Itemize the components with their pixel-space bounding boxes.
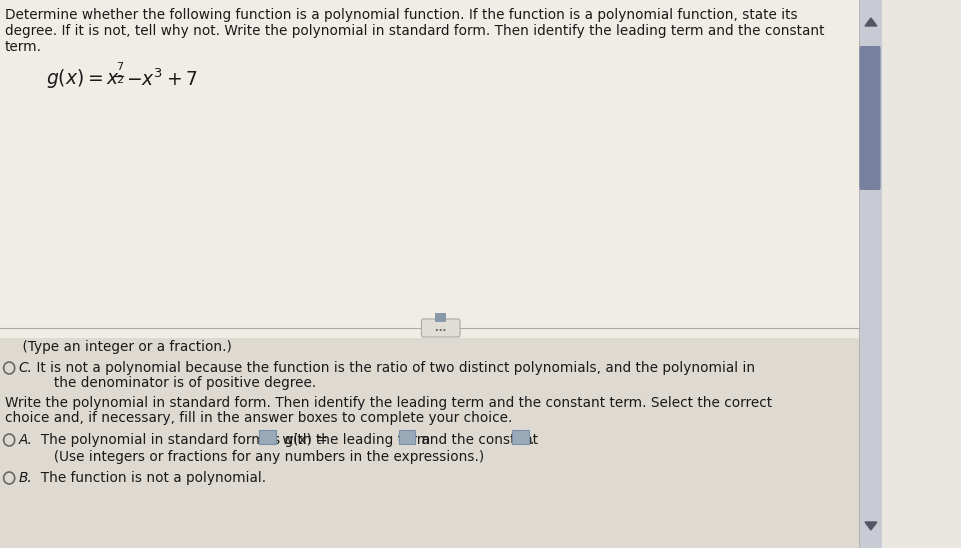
- Polygon shape: [865, 522, 876, 530]
- Text: degree. If it is not, tell why not. Write the polynomial in standard form. Then : degree. If it is not, tell why not. Writ…: [5, 24, 825, 38]
- Text: B.: B.: [18, 471, 32, 485]
- Text: $g(x)=x$: $g(x)=x$: [46, 67, 120, 90]
- Text: choice and, if necessary, fill in the answer boxes to complete your choice.: choice and, if necessary, fill in the an…: [5, 411, 512, 425]
- Text: The function is not a polynomial.: The function is not a polynomial.: [32, 471, 266, 485]
- FancyBboxPatch shape: [259, 430, 276, 444]
- Text: .: .: [530, 433, 534, 447]
- Text: term.: term.: [5, 40, 41, 54]
- FancyBboxPatch shape: [859, 0, 882, 548]
- FancyBboxPatch shape: [0, 338, 859, 548]
- FancyBboxPatch shape: [399, 430, 415, 444]
- FancyBboxPatch shape: [422, 319, 460, 337]
- Text: $-x^3+7$: $-x^3+7$: [126, 68, 198, 90]
- Text: The polynomial in standard form is g(x) =: The polynomial in standard form is g(x) …: [32, 433, 328, 447]
- FancyBboxPatch shape: [512, 430, 529, 444]
- Text: (Type an integer or a fraction.): (Type an integer or a fraction.): [5, 340, 232, 354]
- FancyBboxPatch shape: [435, 313, 446, 322]
- Text: ...: ...: [435, 323, 446, 333]
- FancyBboxPatch shape: [0, 0, 859, 338]
- Text: 2: 2: [115, 75, 123, 85]
- Text: A.: A.: [18, 433, 33, 447]
- Text: (Use integers or fractions for any numbers in the expressions.): (Use integers or fractions for any numbe…: [32, 450, 484, 464]
- Text: Determine whether the following function is a polynomial function. If the functi: Determine whether the following function…: [5, 8, 798, 22]
- Text: C.: C.: [18, 361, 33, 375]
- Text: It is not a polynomial because the function is the ratio of two distinct polynom: It is not a polynomial because the funct…: [32, 361, 755, 375]
- Polygon shape: [865, 18, 876, 26]
- FancyBboxPatch shape: [859, 46, 880, 190]
- Text: Write the polynomial in standard form. Then identify the leading term and the co: Write the polynomial in standard form. T…: [5, 396, 772, 410]
- Text: and the constant: and the constant: [417, 433, 543, 447]
- Text: 7: 7: [115, 62, 123, 72]
- Text: the denominator is of positive degree.: the denominator is of positive degree.: [32, 376, 316, 390]
- Text: with the leading term: with the leading term: [278, 433, 434, 447]
